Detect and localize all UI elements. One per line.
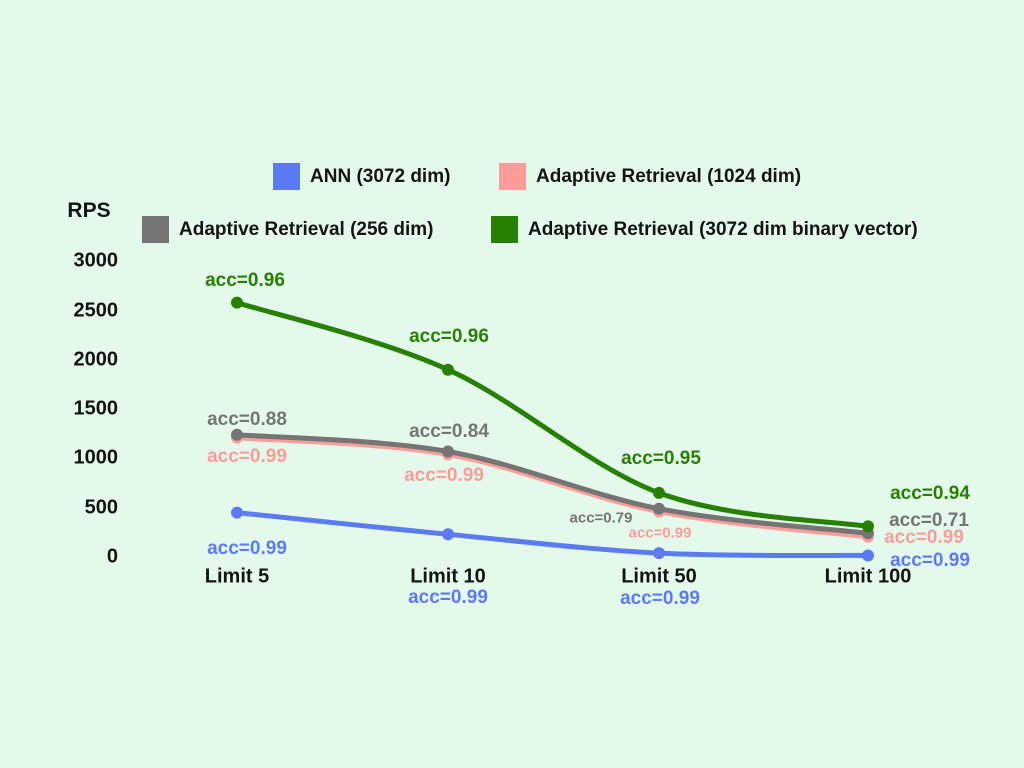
accuracy-annotation: acc=0.84 <box>409 421 489 443</box>
x-category-label: Limit 5 <box>204 565 270 588</box>
data-point-dot <box>862 549 874 562</box>
data-point-dot <box>231 506 243 519</box>
legend-swatch-icon <box>273 163 300 190</box>
y-tick-label: 2500 <box>73 299 119 321</box>
data-point-dot <box>862 520 874 533</box>
accuracy-annotation: acc=0.99 <box>890 549 970 571</box>
accuracy-annotation: acc=0.99 <box>408 587 488 609</box>
legend-item: Adaptive Retrieval (3072 dim binary vect… <box>491 216 918 243</box>
data-point-dot <box>442 445 454 458</box>
legend-label: Adaptive Retrieval (1024 dim) <box>536 166 802 187</box>
data-point-dot <box>442 363 454 376</box>
legend-label: ANN (3072 dim) <box>310 166 451 187</box>
data-point-dot <box>653 547 665 560</box>
accuracy-annotation: acc=0.99 <box>884 526 964 548</box>
y-axis-title: RPS <box>67 199 111 222</box>
accuracy-annotation: acc=0.95 <box>621 447 701 469</box>
data-point-dot <box>653 502 665 515</box>
x-category-label: Limit 50 <box>621 565 697 588</box>
data-point-dot <box>442 528 454 541</box>
legend-item: Adaptive Retrieval (256 dim) <box>142 216 433 243</box>
accuracy-annotation: acc=0.99 <box>207 445 287 467</box>
legend-label: Adaptive Retrieval (256 dim) <box>179 219 434 240</box>
series-line <box>234 300 871 529</box>
y-tick-label: 1500 <box>73 397 119 420</box>
y-tick-label: 500 <box>84 496 118 519</box>
data-point-dot <box>231 428 243 441</box>
accuracy-annotation: acc=0.96 <box>409 325 489 347</box>
accuracy-annotation: acc=0.99 <box>628 524 692 542</box>
y-tick-label: 0 <box>106 545 118 568</box>
x-category-label: Limit 10 <box>410 565 486 588</box>
legend-item: ANN (3072 dim) <box>273 163 450 190</box>
legend-swatch-icon <box>491 216 518 243</box>
series-line <box>234 435 871 540</box>
y-tick-label: 1000 <box>73 446 119 469</box>
accuracy-annotation: acc=0.88 <box>207 408 287 430</box>
x-category-label: Limit 100 <box>824 565 912 588</box>
data-point-dot <box>231 296 243 309</box>
y-tick-label: 2000 <box>73 348 119 371</box>
accuracy-annotation: acc=0.71 <box>889 510 969 532</box>
accuracy-annotation: acc=0.99 <box>207 537 287 559</box>
series-line <box>234 510 871 558</box>
data-point-dot <box>653 486 665 499</box>
accuracy-annotation: acc=0.99 <box>404 465 484 487</box>
accuracy-annotation: acc=0.94 <box>890 483 970 505</box>
accuracy-annotation: acc=0.99 <box>620 588 700 610</box>
y-tick-label: 3000 <box>73 249 119 272</box>
legend-swatch-icon <box>499 163 526 190</box>
accuracy-annotation: acc=0.79 <box>569 509 633 527</box>
legend-swatch-icon <box>142 216 169 243</box>
accuracy-annotation: acc=0.96 <box>205 269 285 291</box>
legend-label: Adaptive Retrieval (3072 dim binary vect… <box>528 219 918 240</box>
legend-item: Adaptive Retrieval (1024 dim) <box>499 163 801 190</box>
series-line <box>234 432 871 536</box>
